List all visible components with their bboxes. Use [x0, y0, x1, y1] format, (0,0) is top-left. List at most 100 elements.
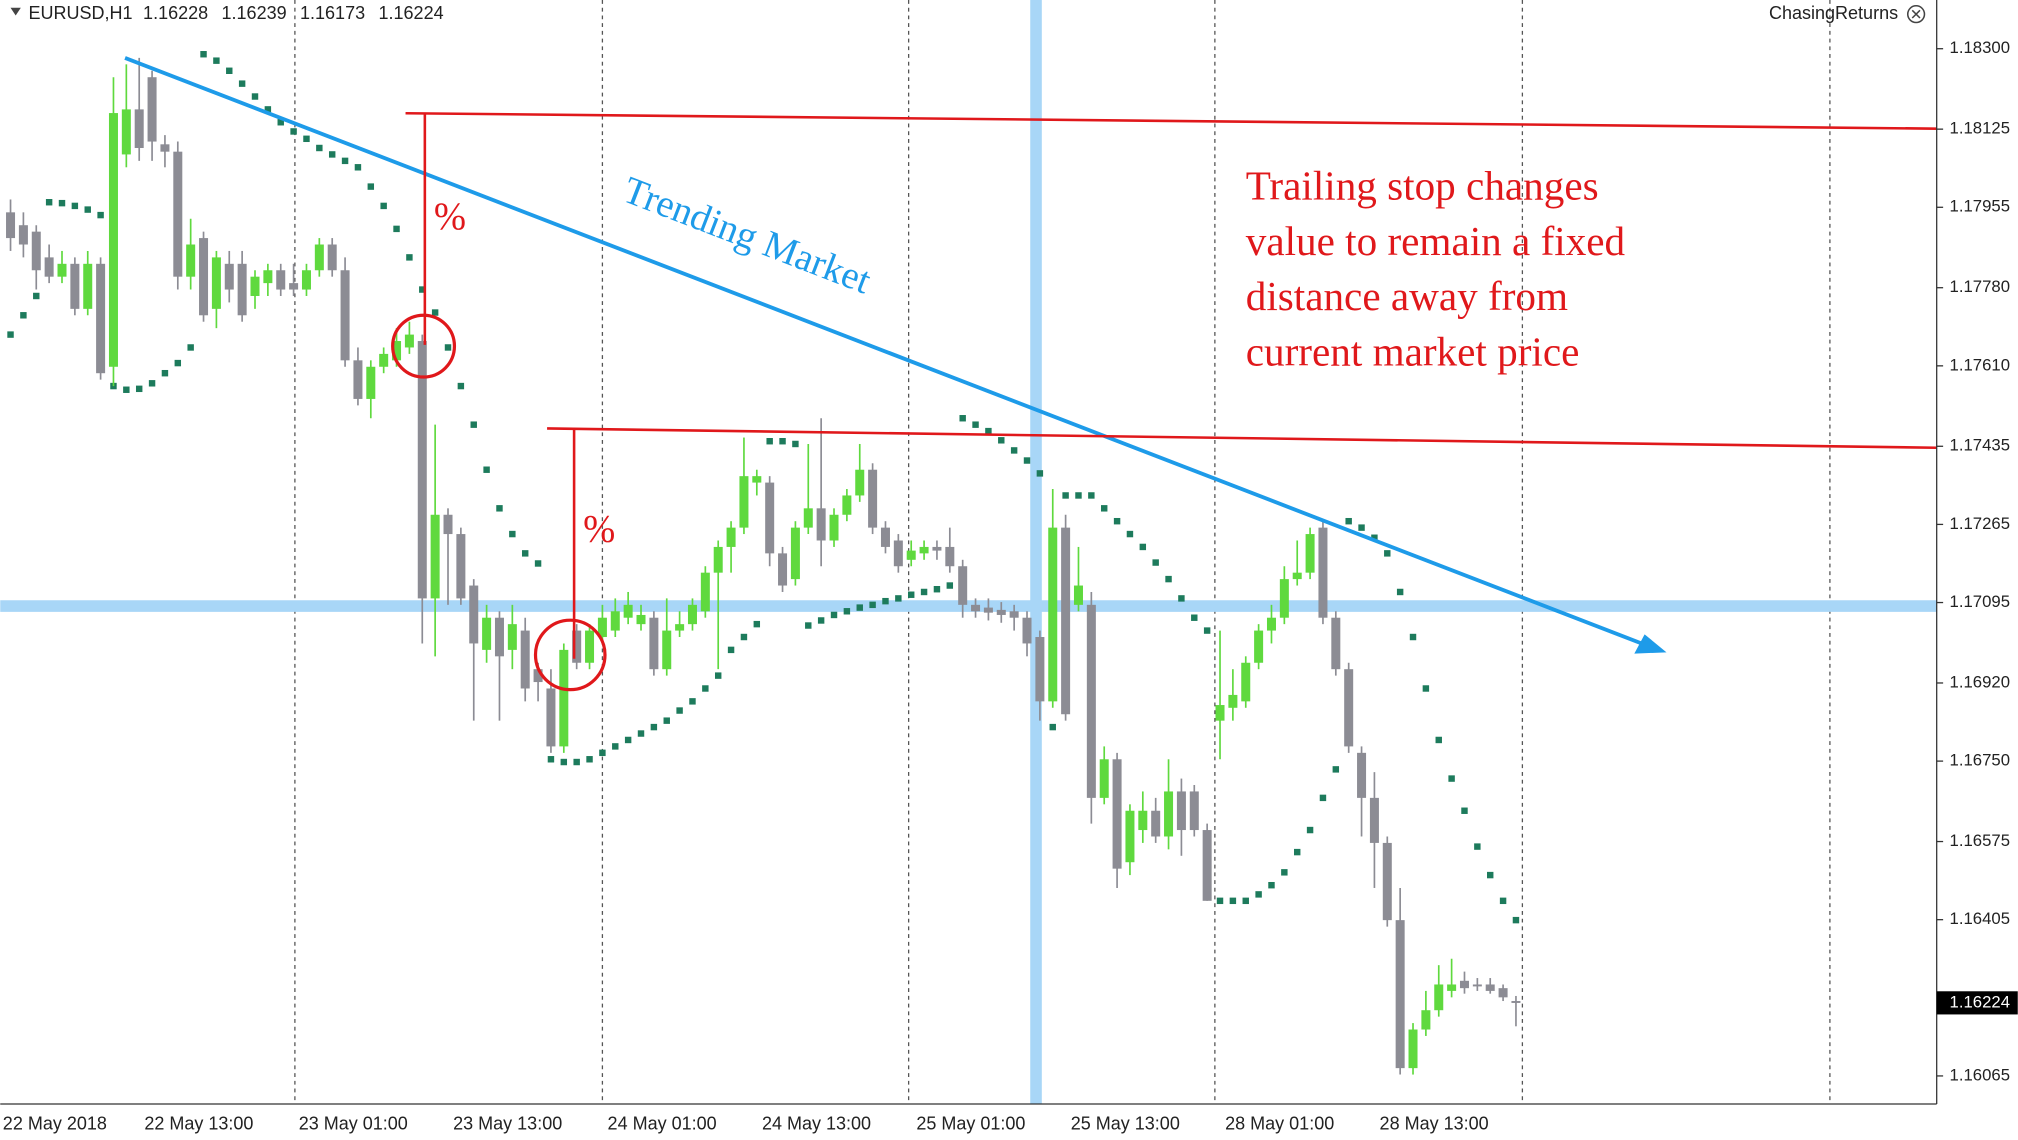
candle-body	[1009, 611, 1019, 618]
sar-dot	[1023, 457, 1031, 464]
header-price: 1.16173	[300, 3, 365, 23]
x-tick-label: 24 May 01:00	[608, 1113, 717, 1133]
candle-body	[392, 341, 402, 361]
time-axis-area	[0, 1103, 2018, 1140]
candle-body	[417, 341, 427, 599]
candle-body	[675, 624, 685, 631]
candle-body	[829, 514, 839, 541]
sar-dot	[534, 560, 542, 567]
candle-body	[1485, 984, 1495, 991]
stop-line	[547, 427, 1937, 450]
candle-body	[636, 614, 646, 625]
x-tick-label: 22 May 13:00	[144, 1113, 253, 1133]
price-axis-area	[1936, 0, 2018, 1140]
sar-dot	[33, 292, 40, 300]
candle-body	[314, 244, 324, 271]
candle-body	[1176, 791, 1186, 831]
sar-dot	[702, 685, 709, 692]
candle-body	[1498, 988, 1508, 998]
close-icon[interactable]	[1906, 5, 1926, 24]
note-line: distance away from	[1246, 273, 1568, 319]
candle-body	[778, 553, 788, 586]
sar-dot	[483, 466, 490, 473]
percent-label: %	[434, 196, 466, 238]
sar-dot	[367, 183, 375, 190]
candle-body	[353, 360, 363, 399]
sar-dot	[586, 756, 593, 763]
sar-dot	[213, 57, 220, 64]
indicator-name: ChasingReturns	[1769, 3, 1898, 23]
sar-dot	[573, 758, 580, 766]
candle-body	[44, 257, 54, 277]
sar-dot	[521, 550, 529, 557]
sar-dot	[1474, 843, 1481, 850]
sar-dot	[1229, 897, 1237, 905]
trend-arrowhead	[1634, 634, 1667, 654]
sar-dot	[1268, 881, 1275, 889]
sar-dot	[7, 331, 14, 338]
candle-body	[186, 244, 196, 277]
sar-dot	[1049, 723, 1056, 731]
sar-dot	[560, 758, 568, 766]
candle-body	[507, 624, 517, 650]
sar-dot	[933, 585, 941, 593]
candle-body	[1421, 1010, 1431, 1030]
candle-body	[932, 546, 942, 551]
y-tick-label: 1.17435	[1950, 436, 2010, 455]
sar-dot	[856, 604, 863, 611]
sar-dot	[727, 646, 735, 654]
sar-dot	[869, 601, 876, 609]
sar-dot	[1512, 916, 1520, 924]
candle-body	[1254, 630, 1264, 663]
candle-body	[572, 630, 582, 663]
sar-dot	[84, 206, 91, 213]
x-tick-label: 28 May 01:00	[1225, 1113, 1334, 1133]
sar-dot	[907, 591, 915, 598]
sar-dot	[187, 344, 194, 351]
candle-body	[790, 527, 800, 580]
candle-body	[18, 225, 28, 245]
sar-dot	[805, 622, 812, 629]
candle-body	[700, 572, 710, 612]
header-price: 1.16239	[222, 3, 287, 23]
candle-body	[379, 353, 389, 367]
sar-dot	[251, 93, 259, 100]
candle-body	[1279, 579, 1289, 618]
candle-body	[726, 527, 736, 547]
candle-body	[1459, 980, 1469, 989]
y-tick-label: 1.17095	[1950, 592, 2010, 611]
sar-dot	[920, 588, 928, 596]
candle-body	[520, 630, 530, 689]
candle-body	[1125, 810, 1135, 863]
sar-dot	[1319, 794, 1327, 802]
candle-body	[430, 514, 440, 599]
sar-dot	[1139, 543, 1147, 551]
candle-body	[31, 231, 41, 271]
sar-dot	[779, 438, 786, 445]
sar-dot	[20, 312, 27, 319]
candle-body	[1073, 585, 1083, 605]
sar-dot	[406, 254, 413, 261]
sar-dot	[792, 440, 799, 448]
candle-body	[610, 611, 620, 631]
candle-body	[546, 688, 556, 747]
sar-dot	[174, 359, 182, 367]
candle-body	[687, 604, 697, 625]
note-line: current market price	[1246, 328, 1580, 374]
sar-dot	[1178, 595, 1185, 602]
sar-dot	[1062, 492, 1069, 499]
x-tick-label: 23 May 13:00	[453, 1113, 562, 1133]
candle-body	[1472, 984, 1482, 987]
candle-body	[6, 212, 16, 239]
sar-dot	[689, 698, 696, 705]
candle-body	[533, 669, 543, 683]
sar-dot	[637, 730, 645, 737]
price-circle	[391, 313, 457, 379]
candle-body	[1061, 527, 1071, 715]
sar-dot	[740, 633, 748, 641]
y-tick-label: 1.17265	[1950, 514, 2010, 533]
candle-body	[469, 585, 479, 644]
close-icon-cross[interactable]	[1911, 9, 1921, 19]
sar-dot	[226, 67, 233, 74]
sar-dot	[599, 749, 606, 757]
